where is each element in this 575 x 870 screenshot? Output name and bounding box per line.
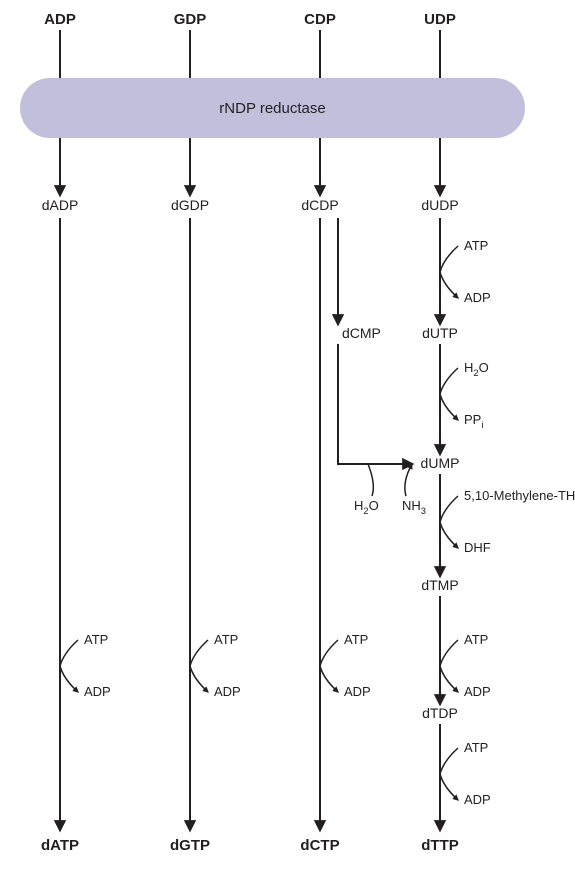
side-nh3: NH3 <box>402 498 426 516</box>
product-dgtp: dGTP <box>170 837 210 854</box>
node-dump: dUMP <box>421 455 460 471</box>
side-adp: ADP <box>464 684 491 699</box>
side-ppi: PPi <box>464 412 483 430</box>
node-dtmp: dTMP <box>421 577 458 593</box>
node-dcdp: dCDP <box>301 197 338 213</box>
side-atp: ATP <box>464 238 488 253</box>
side-dhf: DHF <box>464 540 491 555</box>
side-atp: ATP <box>464 632 488 647</box>
header-adp: ADP <box>44 11 76 28</box>
side-adp: ADP <box>344 684 371 699</box>
product-datp: dATP <box>41 837 79 854</box>
product-dctp: dCTP <box>300 837 339 854</box>
side-h2o: H2O <box>464 360 489 378</box>
node-dadp: dADP <box>42 197 79 213</box>
header-gdp: GDP <box>174 11 207 28</box>
node-dutp: dUTP <box>422 325 458 341</box>
side-atp: ATP <box>464 740 488 755</box>
product-dttp: dTTP <box>421 837 459 854</box>
header-udp: UDP <box>424 11 456 28</box>
side-h2o-deamination: H2O <box>354 498 379 516</box>
side-methylene-thf: 5,10-Methylene-THF <box>464 488 575 503</box>
side-adp: ADP <box>464 290 491 305</box>
enzyme-label: rNDP reductase <box>219 100 325 117</box>
node-dtdp: dTDP <box>422 705 458 721</box>
side-atp: ATP <box>344 632 368 647</box>
node-dcmp: dCMP <box>342 325 381 341</box>
side-adp: ADP <box>464 792 491 807</box>
side-atp: ATP <box>214 632 238 647</box>
side-atp: ATP <box>84 632 108 647</box>
node-dgdp: dGDP <box>171 197 209 213</box>
node-dudp: dUDP <box>421 197 458 213</box>
header-cdp: CDP <box>304 11 336 28</box>
side-adp: ADP <box>84 684 111 699</box>
side-adp: ADP <box>214 684 241 699</box>
